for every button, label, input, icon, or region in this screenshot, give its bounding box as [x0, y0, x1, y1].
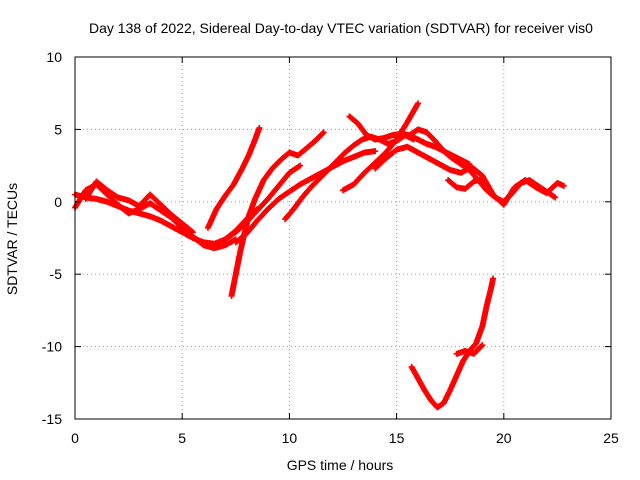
data-point	[295, 163, 302, 170]
x-tick-label: 15	[389, 430, 405, 446]
axis-ticks	[74, 56, 612, 420]
tick-labels: 0 5 10 15 20 25 -15 -10 -5 0 5 10	[42, 49, 619, 446]
data-point	[479, 175, 486, 182]
data-point	[319, 130, 326, 137]
data-point	[552, 194, 559, 201]
y-tick-label: 10	[46, 49, 62, 65]
data-point	[189, 229, 196, 236]
y-tick-label: 5	[54, 121, 62, 137]
data-point	[479, 342, 486, 349]
y-axis-label: SDTVAR / TECUs	[4, 183, 20, 295]
series-arc-12	[406, 126, 559, 205]
series-arc-15	[453, 342, 486, 357]
x-tick-label: 5	[178, 430, 186, 446]
series-arc-14	[408, 275, 497, 411]
data-point	[560, 182, 567, 189]
series-arc-13	[445, 175, 486, 192]
data-point	[256, 124, 263, 131]
grid-lines	[75, 57, 611, 419]
x-tick-label: 10	[282, 430, 298, 446]
chart-title: Day 138 of 2022, Sidereal Day-to-day VTE…	[89, 20, 593, 36]
x-tick-label: 0	[71, 430, 79, 446]
data-point	[415, 100, 422, 107]
data-point	[372, 148, 379, 155]
y-tick-label: -10	[42, 339, 62, 355]
data-points	[72, 100, 567, 411]
series-arc-6	[222, 162, 304, 243]
series-arc-4	[204, 124, 263, 231]
series-arc-5	[228, 129, 327, 299]
data-point	[188, 228, 195, 235]
y-tick-label: -15	[42, 411, 62, 427]
y-tick-label: -5	[50, 266, 63, 282]
x-tick-label: 25	[603, 430, 619, 446]
data-point	[320, 129, 327, 136]
x-tick-label: 20	[496, 430, 512, 446]
data-point	[478, 343, 485, 350]
data-point	[490, 275, 497, 282]
data-point	[297, 162, 304, 169]
x-axis-label: GPS time / hours	[287, 457, 394, 473]
series-arc-3	[82, 178, 196, 236]
y-tick-label: 0	[54, 194, 62, 210]
plot-frame	[74, 56, 612, 420]
